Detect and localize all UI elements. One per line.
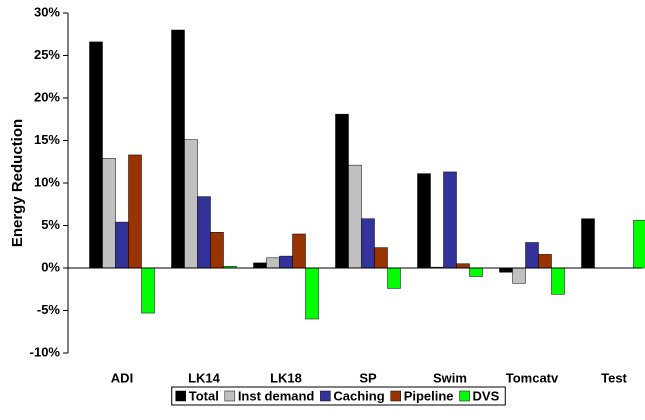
legend-label: Total: [189, 388, 219, 403]
x-tick-label: Swim: [433, 370, 467, 385]
bar: [336, 114, 349, 268]
bar: [634, 220, 645, 268]
y-tick-label: 0%: [41, 259, 60, 274]
bar: [375, 248, 388, 268]
bar: [582, 219, 595, 268]
legend-label: Inst demand: [238, 388, 315, 403]
y-tick-label: 25%: [34, 47, 60, 62]
x-tick-label: Test: [601, 370, 627, 385]
bar: [90, 42, 103, 268]
x-tick-label: LK14: [188, 370, 221, 385]
bar: [172, 30, 185, 268]
x-tick-label: ADI: [111, 370, 133, 385]
y-tick-label: -5%: [37, 302, 61, 317]
bar: [211, 232, 224, 268]
y-tick-label: 30%: [34, 4, 60, 19]
bar: [198, 197, 211, 268]
bar: [362, 219, 375, 268]
legend-swatch: [176, 391, 186, 401]
legend-swatch: [391, 391, 401, 401]
x-tick-label: Tomcatv: [506, 370, 559, 385]
bar: [526, 243, 539, 269]
bar: [116, 222, 129, 268]
bar: [103, 158, 116, 268]
legend-swatch: [225, 391, 235, 401]
bar: [388, 268, 401, 288]
y-tick-label: 15%: [34, 132, 60, 147]
y-tick-label: 5%: [41, 217, 60, 232]
y-tick-label: -10%: [30, 344, 61, 359]
bar: [185, 140, 198, 268]
legend-label: DVS: [473, 388, 500, 403]
bar: [444, 172, 457, 268]
legend-label: Caching: [333, 388, 384, 403]
y-tick-label: 20%: [34, 89, 60, 104]
bar: [470, 268, 483, 277]
legend-label: Pipeline: [404, 388, 454, 403]
x-tick-label: LK18: [270, 370, 302, 385]
bar: [293, 234, 306, 268]
x-tick-label: SP: [359, 370, 377, 385]
bar: [254, 263, 267, 268]
bar: [500, 268, 513, 272]
legend-swatch: [460, 391, 470, 401]
bar: [142, 268, 155, 313]
y-axis-title: Energy Reduction: [9, 119, 26, 247]
bar: [306, 268, 319, 319]
bar: [552, 268, 565, 294]
bar: [267, 258, 280, 268]
bar: [539, 254, 552, 268]
bar: [349, 165, 362, 268]
legend-swatch: [320, 391, 330, 401]
bar: [418, 174, 431, 268]
bar: [129, 155, 142, 268]
y-tick-label: 10%: [34, 174, 60, 189]
bar: [513, 268, 526, 283]
bar: [280, 256, 293, 268]
bar: [457, 264, 470, 268]
